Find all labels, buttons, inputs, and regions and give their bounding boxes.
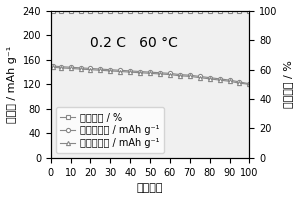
库伦效率 / % xyxy=(248,10,251,12)
库伦效率 / % xyxy=(188,10,192,12)
放电比容量 / mAh g⁻¹ xyxy=(208,78,211,80)
库伦效率 / % xyxy=(128,10,132,12)
充电比容量 / mAh g⁻¹ xyxy=(128,70,132,72)
Line: 库伦效率 / %: 库伦效率 / % xyxy=(51,9,251,13)
充电比容量 / mAh g⁻¹ xyxy=(178,73,182,76)
Y-axis label: 比容量 / mAh g⁻¹: 比容量 / mAh g⁻¹ xyxy=(7,46,17,123)
Legend: 库伦效率 / %, 充电比容量 / mAh g⁻¹, 放电比容量 / mAh g⁻¹: 库伦效率 / %, 充电比容量 / mAh g⁻¹, 放电比容量 / mAh g… xyxy=(56,107,164,153)
充电比容量 / mAh g⁻¹ xyxy=(59,65,62,68)
放电比容量 / mAh g⁻¹ xyxy=(158,73,162,75)
放电比容量 / mAh g⁻¹ xyxy=(69,67,72,70)
库伦效率 / % xyxy=(208,10,211,12)
放电比容量 / mAh g⁻¹ xyxy=(178,75,182,77)
Text: 0.2 C   60 °C: 0.2 C 60 °C xyxy=(90,36,178,50)
库伦效率 / % xyxy=(59,10,62,12)
库伦效率 / % xyxy=(178,10,182,12)
充电比容量 / mAh g⁻¹ xyxy=(208,76,211,79)
充电比容量 / mAh g⁻¹ xyxy=(248,83,251,85)
充电比容量 / mAh g⁻¹ xyxy=(218,78,221,80)
库伦效率 / % xyxy=(89,10,92,12)
放电比容量 / mAh g⁻¹ xyxy=(228,80,231,83)
库伦效率 / % xyxy=(69,10,72,12)
库伦效率 / % xyxy=(79,10,82,12)
充电比容量 / mAh g⁻¹ xyxy=(109,68,112,71)
库伦效率 / % xyxy=(51,10,55,12)
库伦效率 / % xyxy=(228,10,231,12)
充电比容量 / mAh g⁻¹ xyxy=(89,67,92,70)
放电比容量 / mAh g⁻¹ xyxy=(118,70,122,73)
充电比容量 / mAh g⁻¹ xyxy=(198,75,202,78)
放电比容量 / mAh g⁻¹ xyxy=(89,68,92,71)
库伦效率 / % xyxy=(138,10,142,12)
库伦效率 / % xyxy=(99,10,102,12)
充电比容量 / mAh g⁻¹ xyxy=(118,69,122,71)
充电比容量 / mAh g⁻¹ xyxy=(148,71,152,73)
放电比容量 / mAh g⁻¹ xyxy=(109,70,112,72)
放电比容量 / mAh g⁻¹ xyxy=(218,79,221,81)
充电比容量 / mAh g⁻¹ xyxy=(79,67,82,69)
库伦效率 / % xyxy=(218,10,221,12)
放电比容量 / mAh g⁻¹ xyxy=(148,72,152,75)
放电比容量 / mAh g⁻¹ xyxy=(59,67,62,69)
放电比容量 / mAh g⁻¹ xyxy=(188,75,192,78)
库伦效率 / % xyxy=(148,10,152,12)
库伦效率 / % xyxy=(238,10,241,12)
充电比容量 / mAh g⁻¹ xyxy=(168,72,172,75)
库伦效率 / % xyxy=(198,10,202,12)
库伦效率 / % xyxy=(158,10,162,12)
Y-axis label: 库伦效率 / %: 库伦效率 / % xyxy=(283,60,293,108)
充电比容量 / mAh g⁻¹ xyxy=(158,72,162,74)
放电比容量 / mAh g⁻¹ xyxy=(248,83,251,86)
放电比容量 / mAh g⁻¹ xyxy=(238,82,241,84)
库伦效率 / % xyxy=(168,10,172,12)
充电比容量 / mAh g⁻¹ xyxy=(99,68,102,70)
放电比容量 / mAh g⁻¹ xyxy=(128,71,132,73)
放电比容量 / mAh g⁻¹ xyxy=(138,72,142,74)
充电比容量 / mAh g⁻¹ xyxy=(69,66,72,68)
库伦效率 / % xyxy=(109,10,112,12)
充电比容量 / mAh g⁻¹ xyxy=(188,74,192,76)
Line: 充电比容量 / mAh g⁻¹: 充电比容量 / mAh g⁻¹ xyxy=(51,64,251,86)
放电比容量 / mAh g⁻¹ xyxy=(168,73,172,76)
放电比容量 / mAh g⁻¹ xyxy=(79,68,82,70)
充电比容量 / mAh g⁻¹ xyxy=(238,81,241,83)
放电比容量 / mAh g⁻¹ xyxy=(99,69,102,71)
充电比容量 / mAh g⁻¹ xyxy=(228,79,231,81)
库伦效率 / % xyxy=(118,10,122,12)
放电比容量 / mAh g⁻¹ xyxy=(51,66,55,68)
充电比容量 / mAh g⁻¹ xyxy=(51,65,55,67)
Line: 放电比容量 / mAh g⁻¹: 放电比容量 / mAh g⁻¹ xyxy=(51,65,251,86)
充电比容量 / mAh g⁻¹ xyxy=(138,70,142,73)
放电比容量 / mAh g⁻¹ xyxy=(198,76,202,79)
X-axis label: 循环次数: 循环次数 xyxy=(137,183,163,193)
